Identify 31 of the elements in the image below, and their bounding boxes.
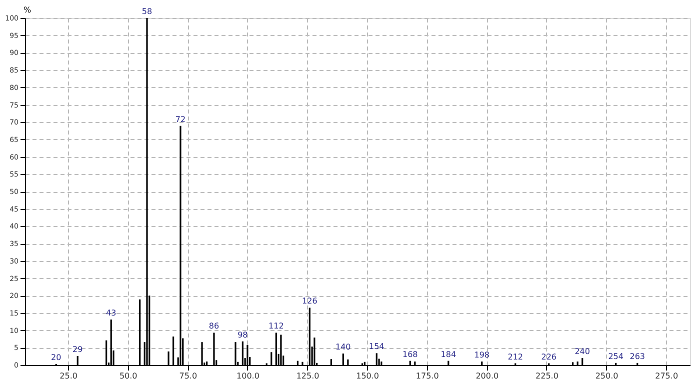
annotation: 29	[72, 344, 83, 354]
annotation: 140	[336, 342, 351, 352]
annotation: 98	[238, 330, 248, 340]
annotation: 86	[208, 322, 220, 331]
annotation: 254	[608, 352, 624, 361]
annotation: 263	[630, 352, 646, 361]
x-tick-label: 50.0	[119, 372, 138, 380]
annotation: 58	[142, 7, 152, 16]
x-tick-label: 125.0	[296, 372, 320, 380]
annotation: 212	[508, 352, 524, 362]
annotation: 240	[574, 347, 590, 356]
annotation: 112	[268, 322, 284, 331]
annotation: 126	[302, 296, 318, 306]
annotation: 168	[402, 350, 418, 359]
annotation: 198	[474, 350, 490, 360]
y-axis-title: %	[24, 6, 32, 14]
annotation: 72	[175, 114, 186, 124]
x-tick-label: 100.0	[236, 372, 260, 380]
annotation: 154	[368, 342, 384, 352]
annotation: 20	[51, 352, 62, 362]
x-tick-label: 250.0	[595, 372, 618, 380]
x-tick-label: 25.0	[60, 372, 78, 380]
annotation: 184	[440, 350, 456, 359]
x-tick-label: 200.0	[476, 372, 499, 380]
x-tick-label: 75.0	[179, 372, 198, 380]
x-tick-label: 275.0	[655, 372, 678, 380]
x-tick-label: 150.0	[356, 372, 380, 380]
x-tick-label: 175.0	[416, 372, 439, 380]
x-tick-label: 225.0	[536, 372, 558, 380]
annotation: 43	[106, 308, 116, 318]
annotation: 226	[541, 352, 557, 362]
